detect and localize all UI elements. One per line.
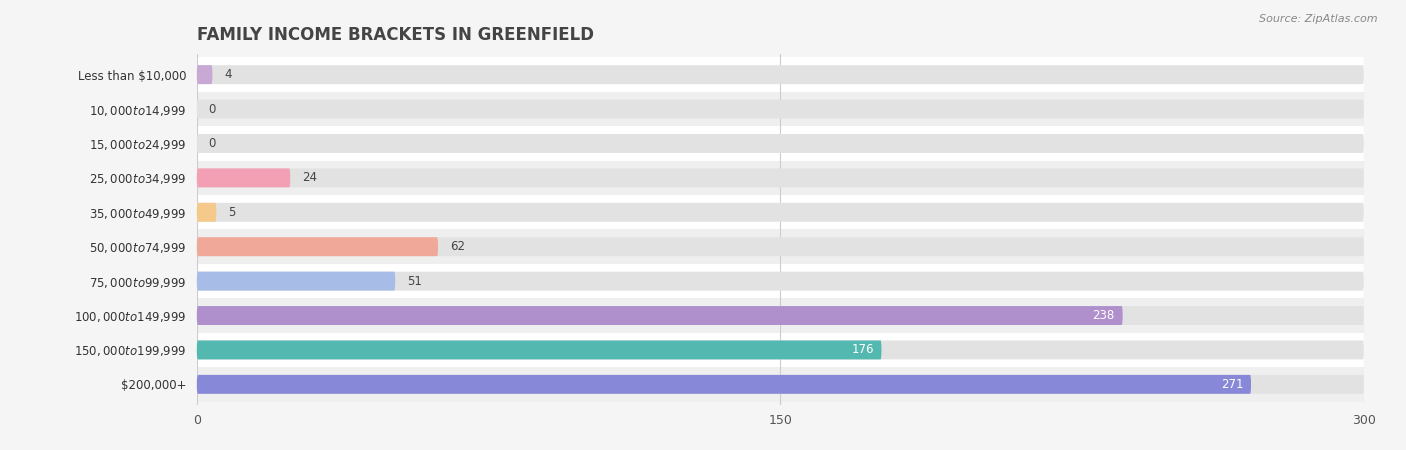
FancyBboxPatch shape: [197, 375, 1251, 394]
Bar: [0, 92, 1364, 126]
Text: 238: 238: [1092, 309, 1115, 322]
Text: 4: 4: [224, 68, 232, 81]
Text: 62: 62: [450, 240, 465, 253]
Text: 0: 0: [208, 137, 217, 150]
FancyBboxPatch shape: [197, 237, 439, 256]
FancyBboxPatch shape: [197, 272, 395, 291]
Text: FAMILY INCOME BRACKETS IN GREENFIELD: FAMILY INCOME BRACKETS IN GREENFIELD: [197, 26, 593, 44]
Text: Source: ZipAtlas.com: Source: ZipAtlas.com: [1260, 14, 1378, 23]
Bar: [0, 161, 1364, 195]
Bar: [0, 333, 1364, 367]
Text: 176: 176: [851, 343, 873, 356]
Bar: [0, 298, 1364, 333]
Text: 5: 5: [228, 206, 235, 219]
FancyBboxPatch shape: [197, 65, 212, 84]
FancyBboxPatch shape: [197, 168, 290, 187]
FancyBboxPatch shape: [197, 134, 1364, 153]
FancyBboxPatch shape: [197, 203, 1364, 222]
Bar: [0, 367, 1364, 401]
Text: 0: 0: [208, 103, 217, 116]
Text: 24: 24: [302, 171, 316, 184]
Bar: [0, 58, 1364, 92]
FancyBboxPatch shape: [197, 306, 1122, 325]
FancyBboxPatch shape: [197, 203, 217, 222]
FancyBboxPatch shape: [197, 65, 1364, 84]
FancyBboxPatch shape: [197, 306, 1364, 325]
Bar: [0, 126, 1364, 161]
Text: 51: 51: [406, 274, 422, 288]
FancyBboxPatch shape: [197, 341, 882, 360]
FancyBboxPatch shape: [197, 341, 1364, 360]
Text: 271: 271: [1220, 378, 1243, 391]
Bar: [0, 230, 1364, 264]
FancyBboxPatch shape: [197, 237, 1364, 256]
FancyBboxPatch shape: [197, 272, 1364, 291]
FancyBboxPatch shape: [197, 168, 1364, 187]
FancyBboxPatch shape: [197, 99, 1364, 118]
Bar: [0, 264, 1364, 298]
FancyBboxPatch shape: [197, 375, 1364, 394]
Bar: [0, 195, 1364, 230]
